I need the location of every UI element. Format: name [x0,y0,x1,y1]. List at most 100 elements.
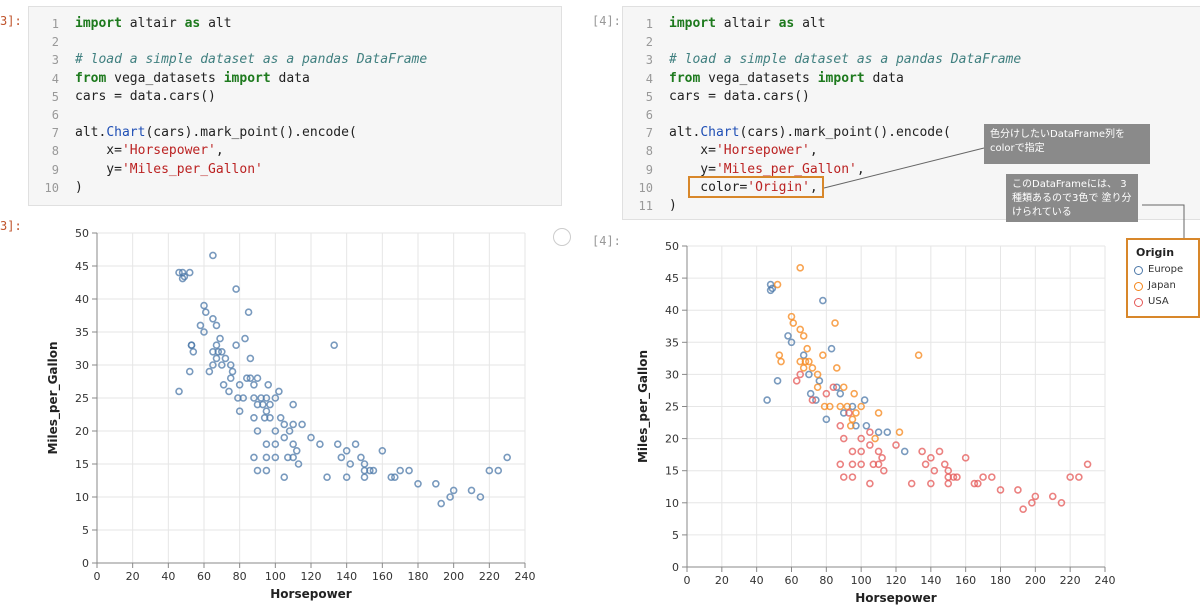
data-point [467,486,476,495]
code-text: import altair as alt [75,15,232,33]
x-tick-label: 120 [301,570,322,583]
data-point [246,374,255,382]
data-point [235,407,244,415]
data-point [874,460,883,469]
x-tick-label: 60 [197,570,211,583]
data-point [271,427,280,435]
data-point [1057,498,1066,507]
data-point [787,338,796,347]
data-point [187,341,196,349]
x-tick-label: 20 [715,574,729,587]
code-line: 2 [29,33,561,51]
data-point [763,396,771,404]
code-token: 'Horsepower' [121,143,216,159]
data-point [285,427,294,435]
y-tick-label: 20 [665,433,679,446]
x-tick-label: 60 [785,574,799,587]
x-tick-label: 140 [920,574,941,587]
legend-label: Europe [1148,264,1184,275]
data-point [271,453,280,462]
code-text: # load a simple dataset as a pandas Data… [669,51,1021,69]
data-point [346,460,355,468]
x-tick-label: 160 [955,574,976,587]
data-point [836,389,845,398]
line-number: 8 [51,144,59,159]
data-point [262,394,271,402]
code-token: y= [669,161,716,177]
data-point [214,348,223,356]
data-point [289,400,297,409]
data-point [178,268,187,277]
code-token: alt. [669,125,701,141]
data-point [276,414,285,422]
data-point [221,354,230,363]
code-token: altair [715,16,779,31]
x-tick-label: 100 [851,574,872,587]
x-tick-label: 40 [750,574,764,587]
data-point [787,312,796,321]
data-point [806,389,815,398]
y-tick-label: 45 [75,260,89,273]
code-token: ) [75,179,83,195]
code-line: 9 y='Miles_per_Gallon', [623,161,1200,179]
data-point [405,466,413,475]
data-point [940,460,949,469]
x-tick-label: 100 [265,570,286,583]
code-line: 3 # load a simple dataset as a pandas Dat… [623,51,1200,69]
code-text: cars = data.cars() [75,88,216,106]
data-point [275,387,283,396]
data-point [819,296,827,305]
code-token: vega_datasets [106,70,224,86]
data-point [827,344,836,353]
data-point [1083,460,1092,469]
code-line: 11) [623,197,1200,215]
data-point [1019,505,1027,514]
data-point [189,348,198,356]
x-tick-label: 200 [1025,574,1046,587]
data-point [351,440,360,448]
data-point [266,414,274,422]
collapse-button[interactable] [553,228,571,246]
code-token: import [75,16,122,31]
y-tick-label: 0 [82,557,89,570]
data-point [860,396,869,404]
data-point [250,414,258,422]
y-tick-label: 15 [665,465,679,478]
data-point [961,454,970,462]
data-point [850,389,858,398]
data-point [832,383,841,392]
code-line: 4 from vega_datasets import data [29,70,561,88]
data-point [848,447,857,456]
data-point [799,351,808,359]
data-point [342,473,351,481]
code-token: import [223,70,271,86]
line-number: 11 [638,199,653,213]
data-point [253,374,262,382]
code-token: 'Horsepower' [715,143,810,159]
code-text: # load a simple dataset as a pandas Data… [75,51,427,69]
code-line: 2 [623,33,1200,51]
line-number: 1 [645,17,653,31]
code-cell[interactable]: 1 import altair as alt 2 3 # load a simple d… [28,6,562,206]
data-point [949,473,958,481]
x-tick-label: 80 [819,574,833,587]
data-point [357,453,365,462]
code-token: y= [75,161,122,177]
data-point [250,381,258,389]
scatter-chart-colored: 0 20 40 60 80 100 120 140 160 180 200 220 240 0 5 10 15 2… [636,240,1116,605]
data-point [836,460,845,469]
line-number: 6 [51,108,59,122]
data-point [271,440,280,448]
data-point [201,308,210,316]
code-token: as [778,16,795,31]
data-point [253,427,262,435]
data-point [219,381,228,389]
data-point [921,460,930,469]
y-axis-title: Miles_per_Gallon [46,341,61,454]
legend-symbol [1134,282,1143,291]
data-point [822,415,831,424]
data-point [789,319,798,327]
data-point [878,454,886,462]
code-token: 'Miles_per_Gallon' [121,161,263,177]
out-prompt: 3]: [0,219,22,233]
